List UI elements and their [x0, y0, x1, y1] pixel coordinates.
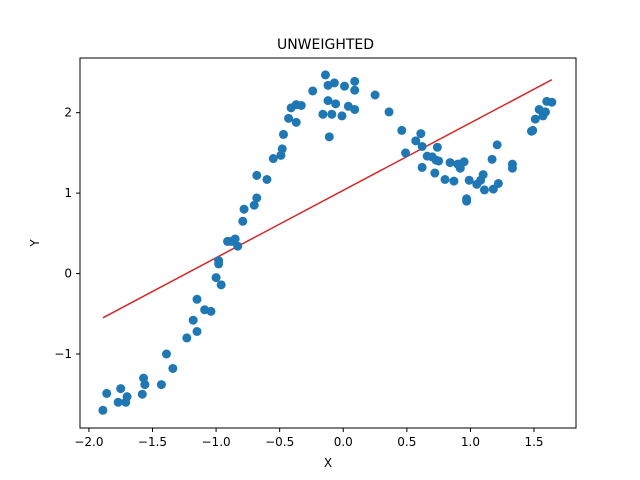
- scatter-point: [252, 170, 262, 180]
- scatter-point: [440, 174, 450, 184]
- scatter-point: [168, 363, 178, 373]
- scatter-point: [262, 174, 272, 184]
- x-tick-label: −0.5: [265, 435, 294, 449]
- y-tick-label: 0: [64, 267, 72, 281]
- scatter-point: [530, 114, 540, 124]
- scatter-point: [492, 140, 502, 150]
- scatter-point: [192, 294, 202, 304]
- scatter-point: [350, 85, 360, 95]
- scatter-point: [318, 109, 328, 119]
- x-axis: −2.0 −1.5 −1.0 −0.5 0.0 0.5 1.0 1.5: [74, 428, 544, 449]
- x-tick-label: 1.0: [461, 435, 480, 449]
- x-tick-label: 0.0: [334, 435, 353, 449]
- scatter-point: [430, 168, 440, 178]
- scatter-point: [464, 175, 474, 185]
- x-axis-label: X: [324, 456, 332, 470]
- scatter-point: [156, 380, 166, 390]
- scatter-point: [350, 76, 360, 86]
- scatter-point: [337, 111, 347, 121]
- scatter-point: [113, 397, 123, 407]
- scatter-point: [411, 136, 421, 146]
- scatter-point: [182, 333, 192, 343]
- y-axis: −1 0 1 2: [54, 106, 80, 361]
- scatter-point: [161, 349, 171, 359]
- scatter-point: [327, 109, 337, 119]
- scatter-point: [331, 99, 341, 109]
- scatter-point: [417, 141, 427, 151]
- scatter-point: [340, 81, 350, 91]
- scatter-point: [122, 392, 132, 402]
- y-tick-label: −1: [54, 347, 72, 361]
- scatter-point: [206, 306, 216, 316]
- scatter-point: [323, 96, 333, 106]
- scatter-point: [507, 159, 517, 169]
- scatter-point: [417, 162, 427, 172]
- scatter-point: [462, 194, 472, 204]
- scatter-point: [291, 117, 301, 127]
- scatter-point: [493, 178, 503, 188]
- scatter-point: [216, 280, 226, 290]
- scatter-point: [432, 142, 442, 152]
- scatter-point: [239, 204, 249, 214]
- scatter-point: [416, 129, 426, 139]
- y-tick-label: 1: [64, 186, 72, 200]
- scatter-point: [230, 234, 240, 244]
- scatter-point: [479, 185, 489, 195]
- scatter-point: [434, 156, 444, 166]
- scatter-point: [547, 97, 557, 107]
- scatter-point: [277, 144, 287, 154]
- scatter-point: [98, 405, 108, 415]
- scatter-point: [384, 107, 394, 117]
- y-axis-label: Y: [28, 239, 42, 248]
- scatter-point: [478, 170, 488, 180]
- scatter-point: [350, 104, 360, 114]
- scatter-point: [320, 70, 330, 80]
- scatter-point: [252, 193, 262, 203]
- scatter-point: [278, 129, 288, 139]
- scatter-point: [487, 154, 497, 164]
- x-tick-label: −1.0: [202, 435, 231, 449]
- scatter-point: [308, 86, 318, 96]
- scatter-point: [233, 241, 243, 251]
- x-tick-label: 0.5: [397, 435, 416, 449]
- scatter-point: [188, 315, 198, 325]
- y-tick-label: 2: [64, 106, 72, 120]
- scatter-point: [329, 78, 339, 88]
- scatter-point: [238, 216, 248, 226]
- scatter-point: [192, 326, 202, 336]
- scatter-point: [445, 158, 455, 168]
- data-marks: [98, 70, 557, 415]
- x-tick-label: 1.5: [524, 435, 543, 449]
- scatter-point: [324, 132, 334, 142]
- scatter-point: [137, 389, 147, 399]
- scatter-point: [397, 125, 407, 135]
- scatter-point: [370, 90, 380, 100]
- fit-line: [102, 79, 553, 319]
- scatter-point: [102, 388, 112, 398]
- axes-frame: [79, 57, 577, 429]
- scatter-point: [211, 273, 221, 283]
- scatter-point: [116, 384, 126, 394]
- scatter-point: [284, 113, 294, 123]
- scatter-point: [540, 107, 550, 117]
- scatter-point: [459, 157, 469, 167]
- scatter-point: [528, 125, 538, 135]
- plot-area: [79, 57, 577, 429]
- scatter-point: [296, 100, 306, 110]
- chart-title: UNWEIGHTED: [277, 37, 374, 53]
- x-tick-label: −2.0: [74, 435, 103, 449]
- scatter-point: [268, 154, 278, 164]
- scatter-point: [401, 148, 411, 158]
- scatter-point: [214, 256, 224, 266]
- x-tick-label: −1.5: [138, 435, 167, 449]
- scatter-point: [140, 380, 150, 390]
- scatter-point: [449, 176, 459, 186]
- scatter-point: [249, 200, 259, 210]
